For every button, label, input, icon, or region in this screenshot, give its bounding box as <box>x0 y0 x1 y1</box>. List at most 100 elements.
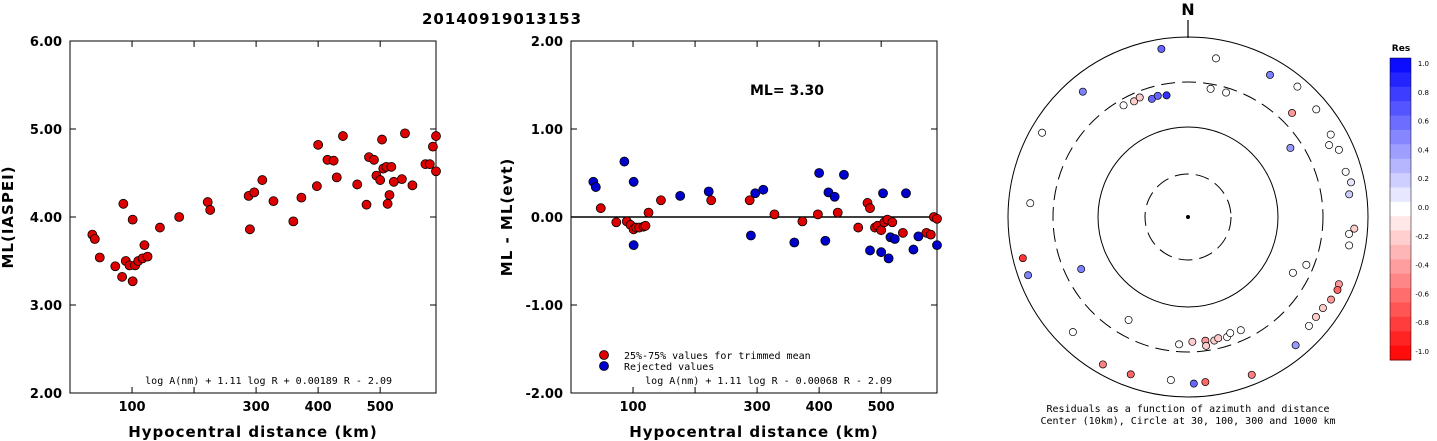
station-point <box>1162 91 1171 100</box>
axis-ticks-1: 2.00 3.00 4.00 5.00 6.00 100 300 400 500 <box>30 35 436 415</box>
data-point-blue <box>814 168 825 178</box>
data-point <box>431 166 441 177</box>
legend-label-blue: Rejected values <box>624 362 714 373</box>
data-point <box>244 224 255 235</box>
data-point-blue <box>829 191 840 202</box>
station-point <box>1291 341 1300 350</box>
colorbar-swatch <box>1390 244 1411 260</box>
data-point <box>424 159 435 170</box>
data-point-red <box>865 203 875 214</box>
y-tick-label-1: 3.00 <box>30 299 62 314</box>
data-point <box>110 261 121 272</box>
data-point-red <box>853 222 864 233</box>
station-point <box>1206 84 1215 93</box>
data-point <box>331 172 342 183</box>
station-point <box>1135 93 1144 102</box>
y-axis-label-1: ML(IASPEI) <box>0 165 17 268</box>
data-point <box>431 131 441 141</box>
data-point-blue <box>932 240 942 251</box>
colorbar: Res 1.0 0.8 0.6 0.4 0.2 0.0 -0.2 -0.4 -0.6 -0.8 -1… <box>1389 44 1430 361</box>
colorbar-swatch <box>1390 316 1411 332</box>
station-point <box>1286 143 1295 152</box>
north-label: N <box>1181 0 1194 19</box>
station-point <box>1038 128 1047 137</box>
station-point <box>1350 224 1359 233</box>
station-point <box>1214 334 1223 343</box>
station-point <box>1026 199 1035 208</box>
data-point-blue <box>628 176 639 187</box>
axis-ticks-2: -2.00 -1.00 0.00 1.00 2.00 100 300 400 500 <box>526 35 937 415</box>
station-point <box>1266 71 1274 79</box>
data-point <box>400 128 410 139</box>
formula-1: log A(nm) + 1.11 log R + 0.00189 R - 2.0… <box>145 376 392 387</box>
polar-points <box>1018 44 1359 388</box>
panel-polar-residuals: N Residuals as a function of azimuth and… <box>1007 0 1369 427</box>
data-point <box>377 134 387 145</box>
data-point-blue <box>703 186 714 197</box>
data-point-red <box>932 213 942 224</box>
colorbar-swatch <box>1390 216 1411 232</box>
data-point <box>89 234 100 244</box>
data-point-blue <box>590 182 601 192</box>
station-point <box>1157 44 1166 53</box>
data-point <box>155 222 165 233</box>
station-point <box>1341 167 1350 176</box>
colorbar-swatch <box>1390 158 1411 174</box>
colorbar-title: Res <box>1392 44 1410 54</box>
station-point <box>1247 370 1256 379</box>
x-tick-label-1: 300 <box>243 400 270 415</box>
data-point <box>407 180 418 191</box>
x-tick-label-1: 400 <box>305 400 332 415</box>
data-point-blue <box>913 231 924 242</box>
colorbar-tick-label: -1.0 <box>1415 348 1429 356</box>
data-point <box>382 198 393 209</box>
data-point <box>94 252 105 263</box>
y-tick-label-2: 1.00 <box>531 123 563 138</box>
y-tick-label-1: 2.00 <box>30 387 62 402</box>
station-point <box>1326 130 1335 139</box>
legend-marker-red <box>599 350 609 360</box>
data-point <box>311 181 322 192</box>
station-point <box>1153 91 1162 100</box>
plot-area-1 <box>69 40 437 394</box>
station-point <box>1126 370 1135 379</box>
station-point <box>1345 190 1354 199</box>
station-point <box>1201 378 1210 386</box>
x-tick-label-1: 500 <box>367 400 394 415</box>
data-point-blue <box>758 184 769 195</box>
data-point-red <box>769 209 780 220</box>
colorbar-swatch <box>1390 201 1411 217</box>
data-point <box>268 196 279 207</box>
data-point-red <box>611 217 622 228</box>
colorbar-swatch <box>1390 331 1411 347</box>
data-point-red <box>643 207 654 218</box>
colorbar-swatch <box>1390 259 1411 275</box>
data-point-blue <box>883 253 894 264</box>
data-point <box>352 179 363 190</box>
data-point <box>127 214 138 225</box>
colorbar-swatches <box>1389 57 1412 361</box>
station-point <box>1078 87 1087 96</box>
data-point-blue <box>865 245 875 256</box>
station-point <box>1288 109 1296 117</box>
station-point <box>1302 260 1311 269</box>
data-point-red <box>812 209 823 220</box>
colorbar-swatch <box>1390 129 1411 145</box>
data-point <box>249 187 260 198</box>
station-point <box>1327 295 1336 304</box>
colorbar-tick-label: -0.6 <box>1415 290 1429 298</box>
data-point <box>386 161 397 172</box>
data-point-red <box>595 203 606 214</box>
station-point <box>1098 360 1107 369</box>
station-point <box>1018 254 1027 263</box>
colorbar-tick-label: -0.8 <box>1415 319 1429 327</box>
legend-marker-blue <box>599 361 609 371</box>
x-tick-label-2: 100 <box>619 400 646 415</box>
data-point-red <box>897 227 908 238</box>
station-point <box>1305 321 1313 330</box>
data-point <box>427 141 438 152</box>
data-point <box>118 198 129 209</box>
circle-1000km <box>1007 36 1369 398</box>
data-point <box>384 190 395 200</box>
colorbar-tick-label: 1.0 <box>1418 60 1429 68</box>
